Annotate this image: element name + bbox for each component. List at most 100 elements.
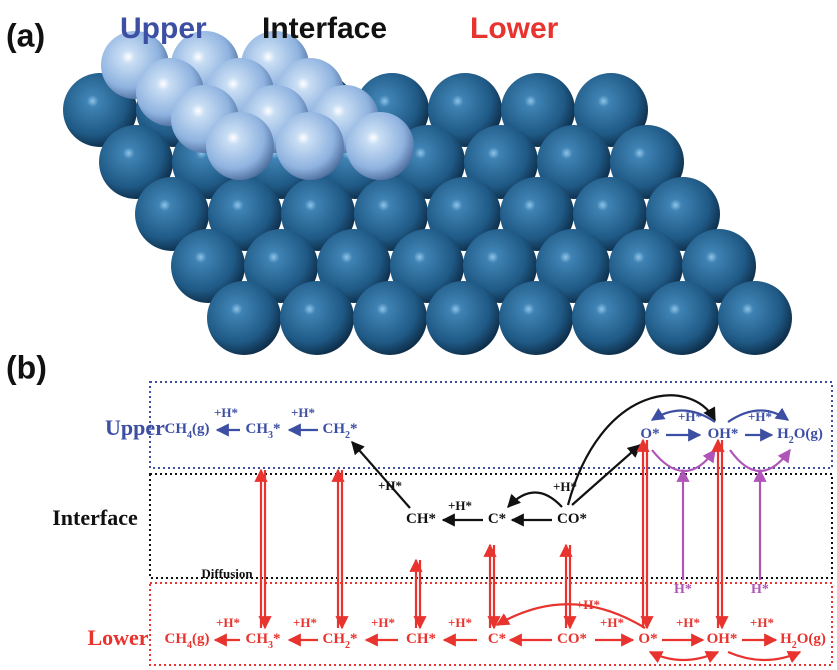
atom [276, 112, 344, 180]
atom [536, 229, 610, 303]
species-part: * [350, 631, 358, 647]
atom [646, 177, 720, 251]
arrow [351, 441, 411, 509]
species-part: O(g) [797, 631, 826, 647]
arrow [727, 407, 790, 423]
species-part: 2 [789, 435, 794, 446]
species-part: CH [246, 421, 269, 437]
species-label: CH4(g) [165, 421, 210, 440]
panel-label: (a) [6, 17, 45, 53]
species-part: O* [638, 631, 657, 647]
species-part: * [273, 421, 281, 437]
atom [427, 177, 501, 251]
species-part: CH* [406, 511, 436, 527]
atom [463, 229, 537, 303]
species-label: O* [640, 426, 659, 442]
species-label: CH3* [246, 631, 281, 650]
atom [244, 229, 318, 303]
atom [280, 281, 354, 355]
species-part: H [780, 631, 792, 647]
species-label: CH4(g) [165, 631, 210, 650]
reagent-label: +H* [448, 498, 472, 513]
atom [99, 125, 173, 199]
reagent-label: +H* [750, 615, 774, 630]
atom [390, 229, 464, 303]
atom [609, 229, 683, 303]
species-label: O* [638, 631, 657, 647]
atom [317, 229, 391, 303]
legend-label: Lower [470, 12, 559, 45]
reagent-label: +H* [676, 615, 700, 630]
reagent-label: +H* [748, 409, 772, 424]
atom [464, 125, 538, 199]
reagent-label: +H* [214, 405, 238, 420]
species-part: CH [323, 421, 346, 437]
species-part: CH* [406, 631, 436, 647]
species-part: CH [165, 631, 188, 647]
atom [135, 177, 209, 251]
species-part: C* [488, 511, 506, 527]
species-label: OH* [708, 426, 739, 442]
species-part: 2 [792, 640, 797, 651]
species-part: (g) [192, 421, 210, 437]
atom [354, 177, 428, 251]
reagent-label: +H* [448, 615, 472, 630]
species-label: C* [488, 511, 506, 527]
species-label: CO* [557, 511, 587, 527]
panel-label: (b) [6, 349, 47, 385]
arrow [727, 650, 802, 663]
legend-label: Upper [120, 12, 207, 45]
upper-box [149, 381, 833, 469]
reagent-label: +H* [371, 615, 395, 630]
species-part: * [273, 631, 281, 647]
legend-label: Interface [262, 12, 387, 45]
atom [426, 281, 500, 355]
arrow [566, 394, 716, 506]
species-label: CO* [557, 631, 587, 647]
row-label: Upper [105, 415, 165, 440]
species-part: (g) [192, 631, 210, 647]
diffusion-label: Diffusion [201, 566, 253, 581]
species-label: H2O(g) [780, 631, 826, 650]
atom [171, 229, 245, 303]
atom [281, 177, 355, 251]
atom [501, 73, 575, 147]
atom [718, 281, 792, 355]
reagent-label: +H* [600, 615, 624, 630]
species-part: H [777, 426, 789, 442]
arrows [213, 394, 802, 664]
atom [610, 125, 684, 199]
species-part: CH [246, 631, 269, 647]
row-label: Lower [87, 625, 148, 650]
species-label: CH* [406, 511, 436, 527]
arrow [648, 650, 720, 664]
species-part: O(g) [794, 426, 823, 442]
reagent-label: +H* [378, 478, 402, 493]
species-part: OH* [707, 631, 738, 647]
atom [537, 125, 611, 199]
species-label: H2O(g) [777, 426, 823, 445]
atom [573, 177, 647, 251]
reagent-label: +H* [576, 597, 600, 612]
arrow [571, 444, 641, 506]
reagent-label: +H* [678, 409, 702, 424]
atom [645, 281, 719, 355]
species-label: CH2* [323, 631, 358, 650]
species-part: CH [323, 631, 346, 647]
species-part: 4 [187, 640, 192, 651]
species-part: CO* [557, 511, 587, 527]
species-part: 2 [345, 640, 350, 651]
atom [207, 281, 281, 355]
species-part: OH* [708, 426, 739, 442]
species-label: OH* [707, 631, 738, 647]
atom [574, 73, 648, 147]
row-label: Interface [52, 505, 138, 530]
h-source-label: H* [751, 582, 769, 597]
atom [499, 281, 573, 355]
species-part: CO* [557, 631, 587, 647]
species-label: CH3* [246, 421, 281, 440]
atom [428, 73, 502, 147]
species-label: CH2* [323, 421, 358, 440]
reagent-label: +H* [293, 615, 317, 630]
